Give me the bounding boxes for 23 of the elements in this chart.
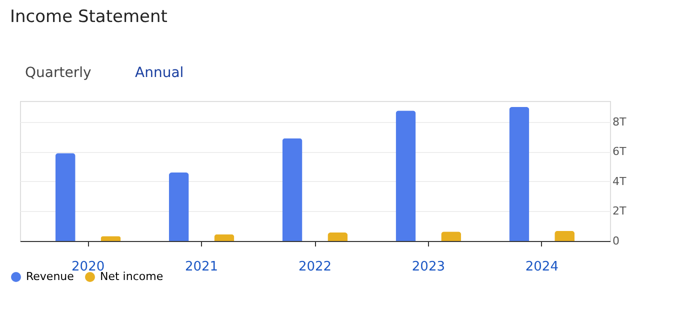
bar <box>554 230 575 241</box>
y-tick-label: 0 <box>612 234 620 248</box>
x-tick-label: 2022 <box>298 260 332 274</box>
x-tick-label: 2023 <box>412 260 446 274</box>
bar <box>328 232 348 241</box>
bar <box>509 106 530 241</box>
x-tick-label: 2021 <box>184 260 218 274</box>
legend-label: Net income <box>100 270 164 283</box>
text: Quarterly <box>25 65 92 81</box>
bar <box>396 110 416 241</box>
bar <box>214 234 234 241</box>
bar <box>282 138 302 241</box>
bar <box>55 153 76 241</box>
bar <box>441 232 462 241</box>
y-tick-label: 8T <box>612 115 626 128</box>
legend-label: Revenue <box>26 270 74 283</box>
text: Annual <box>135 65 184 81</box>
bar <box>168 172 189 241</box>
y-tick-label: 4T <box>612 174 626 188</box>
y-tick-label: 2T <box>612 204 626 218</box>
y-tick-label: 6T <box>612 145 626 158</box>
chart-title: Income Statement <box>10 7 168 27</box>
x-tick-label: 2024 <box>525 260 558 274</box>
